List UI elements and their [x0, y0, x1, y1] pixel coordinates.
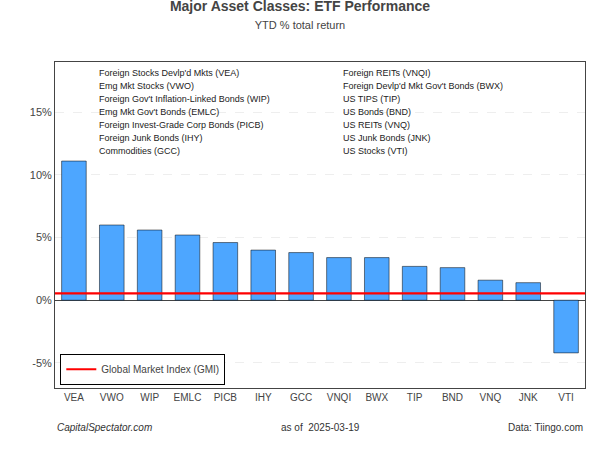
svg-text:Global Market Index (GMI): Global Market Index (GMI): [101, 364, 219, 375]
svg-text:JNK: JNK: [519, 392, 538, 403]
svg-text:BND: BND: [442, 392, 463, 403]
svg-text:VNQ: VNQ: [480, 392, 502, 403]
svg-text:as of 2025-03-19: as of 2025-03-19: [281, 422, 360, 433]
svg-text:WIP: WIP: [140, 392, 159, 403]
svg-text:VWO: VWO: [100, 392, 124, 403]
svg-text:Data: Tiingo.com: Data: Tiingo.com: [508, 422, 583, 433]
svg-text:GCC: GCC: [290, 392, 312, 403]
svg-text:Foreign Stocks Devlp'd Mkts (V: Foreign Stocks Devlp'd Mkts (VEA): [99, 68, 239, 78]
svg-text:5%: 5%: [36, 231, 52, 243]
svg-text:PICB: PICB: [214, 392, 238, 403]
svg-text:Emg Mkt Stocks (VWO): Emg Mkt Stocks (VWO): [99, 81, 194, 91]
svg-text:15%: 15%: [30, 106, 52, 118]
svg-text:US Stocks (VTI): US Stocks (VTI): [343, 146, 408, 156]
svg-text:Major Asset Classes: ETF Perfo: Major Asset Classes: ETF PerformanceYTD …: [170, 0, 430, 31]
svg-text:Foreign Invest-Grade Corp Bond: Foreign Invest-Grade Corp Bonds (PICB): [99, 120, 264, 130]
svg-text:EMLC: EMLC: [174, 392, 202, 403]
svg-text:-5%: -5%: [32, 357, 52, 369]
svg-text:US TIPS (TIP): US TIPS (TIP): [343, 94, 400, 104]
svg-text:VEA: VEA: [64, 392, 84, 403]
svg-text:VNQI: VNQI: [327, 392, 351, 403]
svg-text:US Bonds (BND): US Bonds (BND): [343, 107, 411, 117]
svg-text:BWX: BWX: [365, 392, 388, 403]
svg-text:Emg Mkt Gov't Bonds (EMLC): Emg Mkt Gov't Bonds (EMLC): [99, 107, 219, 117]
svg-text:CapitalSpectator.com: CapitalSpectator.com: [57, 422, 152, 433]
svg-text:VTI: VTI: [558, 392, 574, 403]
svg-text:Foreign Devlp'd Mkt Gov't Bond: Foreign Devlp'd Mkt Gov't Bonds (BWX): [343, 81, 503, 91]
svg-text:US REITs (VNQ): US REITs (VNQ): [343, 120, 410, 130]
svg-text:US Junk Bonds (JNK): US Junk Bonds (JNK): [343, 133, 431, 143]
svg-text:10%: 10%: [30, 169, 52, 181]
svg-text:0%: 0%: [36, 294, 52, 306]
svg-text:Commodities (GCC): Commodities (GCC): [99, 146, 180, 156]
svg-text:Foreign Junk Bonds (IHY): Foreign Junk Bonds (IHY): [99, 133, 203, 143]
svg-text:Foreign Gov't Inflation-Linked: Foreign Gov't Inflation-Linked Bonds (WI…: [99, 94, 270, 104]
svg-text:Foreign REITs (VNQI): Foreign REITs (VNQI): [343, 68, 431, 78]
svg-text:TIP: TIP: [407, 392, 423, 403]
svg-text:IHY: IHY: [255, 392, 272, 403]
